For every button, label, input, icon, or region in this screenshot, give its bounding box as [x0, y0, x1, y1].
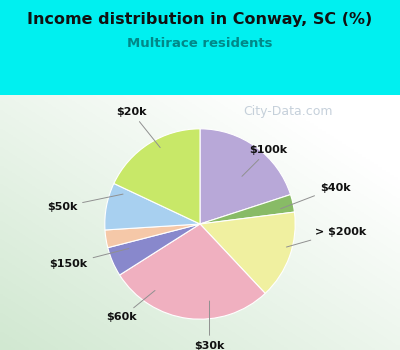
Wedge shape — [120, 224, 265, 319]
Wedge shape — [200, 195, 294, 224]
Text: $30k: $30k — [194, 301, 225, 350]
Wedge shape — [200, 212, 295, 293]
Wedge shape — [108, 224, 200, 275]
Text: $50k: $50k — [47, 194, 123, 212]
Text: Multirace residents: Multirace residents — [127, 37, 273, 50]
Text: > $200k: > $200k — [286, 226, 366, 247]
Text: $150k: $150k — [50, 248, 129, 269]
Text: $100k: $100k — [242, 145, 288, 176]
Text: $40k: $40k — [281, 183, 350, 209]
Wedge shape — [200, 129, 290, 224]
Wedge shape — [105, 224, 200, 248]
Text: $60k: $60k — [107, 290, 155, 322]
Wedge shape — [105, 183, 200, 230]
Wedge shape — [114, 129, 200, 224]
Text: City-Data.com: City-Data.com — [243, 105, 333, 118]
Text: Income distribution in Conway, SC (%): Income distribution in Conway, SC (%) — [27, 12, 373, 27]
Text: $20k: $20k — [116, 107, 160, 148]
